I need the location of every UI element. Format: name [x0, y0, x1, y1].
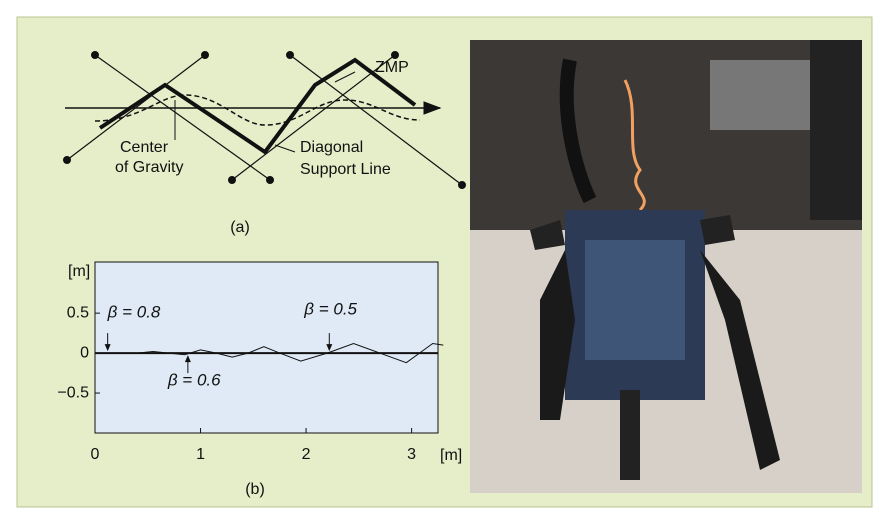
- annotation: β = 0.5: [303, 299, 357, 318]
- x-tick-label: 0: [91, 446, 100, 463]
- support-line-label: Support Line: [300, 161, 391, 178]
- y-tick-label: 0.5: [67, 304, 89, 321]
- y-unit: [m]: [68, 263, 90, 280]
- annotation: β = 0.8: [107, 302, 161, 321]
- page: { "diagram": { "labels": { "zmp": "ZMP",…: [0, 0, 888, 521]
- zmp-label: ZMP: [375, 59, 409, 76]
- y-tick-label: −0.5: [57, 384, 89, 401]
- plot: 0.5 0 −0.5 0 1 2 3 β = 0.8 β = 0.6 β = 0.5: [57, 262, 443, 463]
- x-tick-label: 1: [196, 446, 205, 463]
- caption: (b): [245, 481, 265, 498]
- y-tick-label: 0: [80, 344, 89, 361]
- support-line-label: Diagonal: [300, 139, 363, 156]
- caption: (a): [230, 219, 250, 236]
- x-unit: [m]: [440, 447, 462, 464]
- figure: ZMP Center of Gravity Diagonal Support L…: [0, 0, 888, 521]
- cog-label: Center: [120, 139, 169, 156]
- x-tick-label: 3: [407, 446, 416, 463]
- cog-label: of Gravity: [115, 159, 183, 176]
- robot-photo: [470, 40, 862, 493]
- annotation: β = 0.6: [167, 370, 221, 389]
- x-tick-label: 2: [302, 446, 311, 463]
